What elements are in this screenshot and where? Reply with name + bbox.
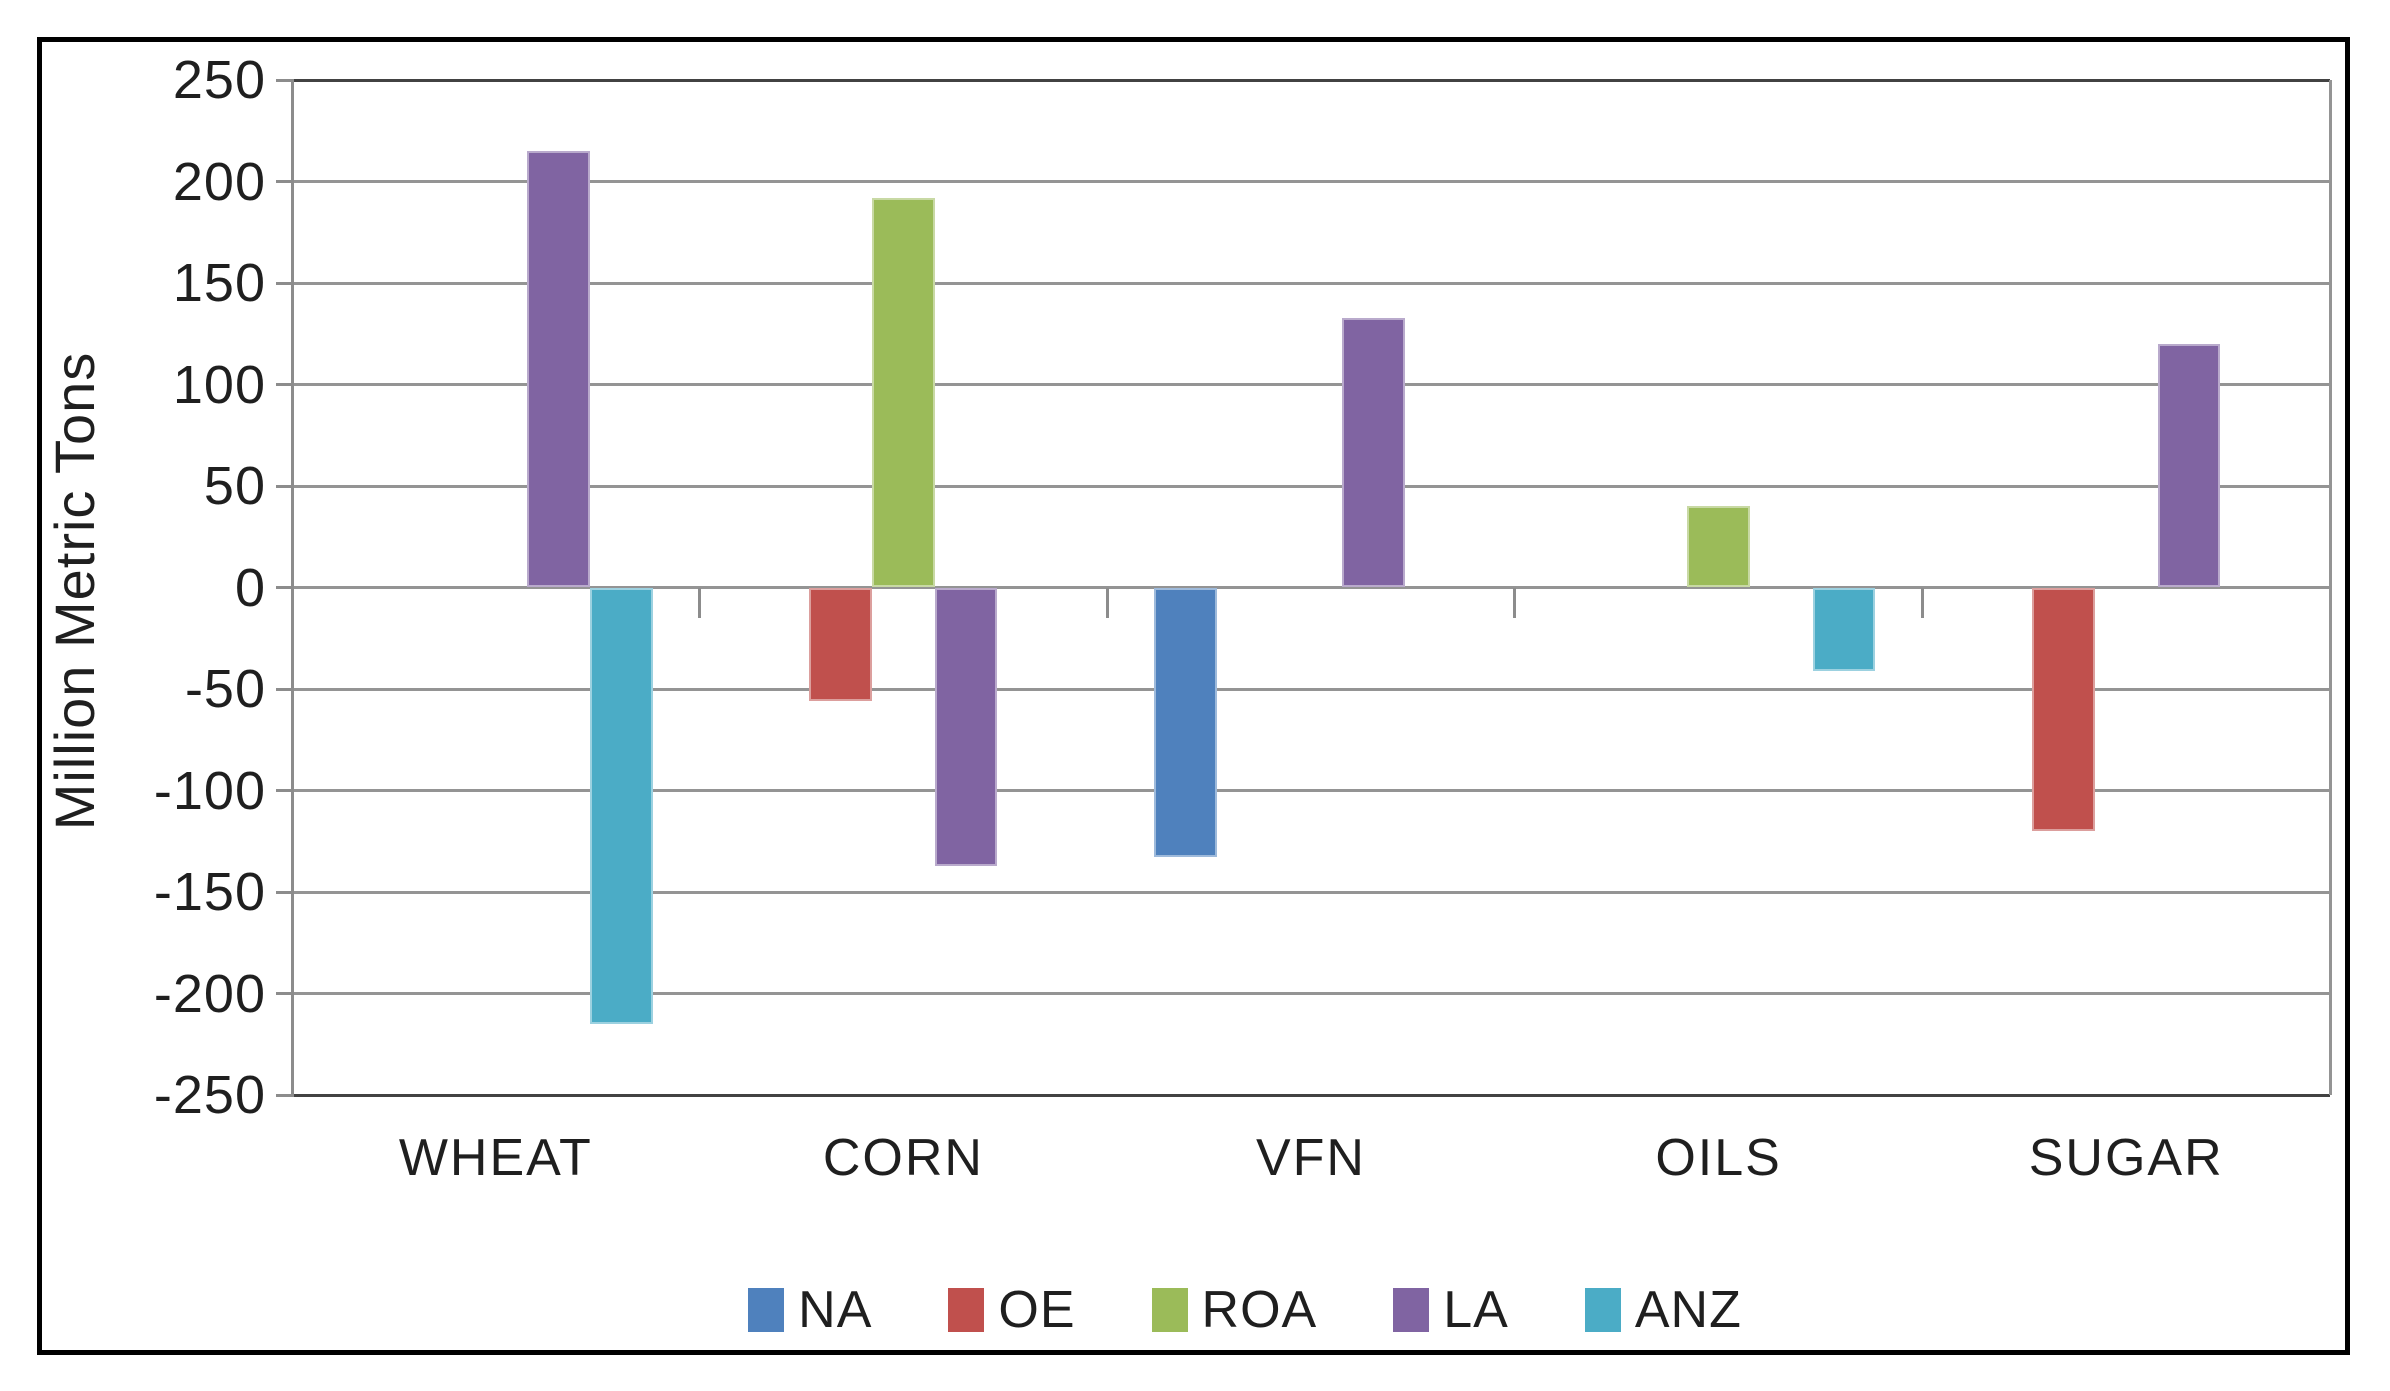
x-category-tick (698, 587, 702, 618)
y-tick-mark (276, 789, 294, 792)
y-tick-label: -50 (184, 659, 266, 719)
y-tick-label: 200 (172, 151, 266, 212)
y-tick-mark (276, 281, 294, 285)
y-tick-mark (276, 992, 294, 995)
bar-roa-corn (872, 197, 935, 588)
bar-roa-oils (1687, 506, 1750, 588)
y-tick-mark (276, 586, 294, 589)
y-tick-label: 50 (203, 456, 266, 516)
y-tick-mark (276, 484, 294, 488)
x-category-tick (1105, 587, 1109, 618)
y-axis-line (290, 80, 294, 1095)
y-tick-mark (276, 1093, 294, 1097)
x-category-tick (1920, 587, 1924, 618)
gridline (292, 890, 2330, 894)
bar-la-corn (934, 587, 998, 866)
bar-anz-wheat (589, 587, 653, 1024)
gridline (292, 687, 2330, 691)
legend-item-la: LA (1393, 1280, 1509, 1340)
legend-marker-na (748, 1288, 785, 1332)
gridline (292, 992, 2330, 995)
legend-item-na: NA (748, 1280, 872, 1340)
legend-marker-roa (1151, 1288, 1188, 1332)
legend-label: ANZ (1634, 1281, 1742, 1339)
x-category-label: CORN (822, 1129, 984, 1187)
legend-label: OE (998, 1281, 1076, 1339)
gridline (292, 1093, 2330, 1097)
y-tick-label: 0 (234, 557, 266, 618)
y-tick-mark (276, 383, 294, 386)
bar-la-sugar (2157, 343, 2221, 588)
legend-label: NA (798, 1281, 873, 1339)
gridline (292, 78, 2330, 82)
legend-item-roa: ROA (1151, 1280, 1318, 1340)
legend-label: ROA (1201, 1281, 1318, 1339)
gridline (292, 180, 2330, 183)
x-category-label: OILS (1655, 1129, 1782, 1187)
bar-anz-oils (1812, 587, 1876, 671)
legend-item-oe: OE (948, 1280, 1075, 1340)
bar-la-vfn (1342, 317, 1406, 588)
y-tick-mark (276, 687, 294, 691)
x-category-label: VFN (1255, 1129, 1366, 1187)
x-category-tick (1513, 587, 1517, 618)
y-tick-mark (276, 78, 294, 82)
zero-gridline (292, 586, 2330, 589)
legend-marker-oe (948, 1288, 985, 1332)
y-tick-label: -150 (153, 862, 266, 922)
gridline (292, 281, 2330, 285)
y-tick-label: -250 (153, 1065, 266, 1125)
bar-oe-corn (809, 587, 873, 702)
y-tick-mark (276, 180, 294, 183)
legend: NA OE ROA LA ANZ (0, 1280, 2390, 1340)
x-category-label: WHEAT (398, 1129, 593, 1187)
y-tick-mark (276, 890, 294, 894)
y-tick-label: 250 (172, 50, 266, 110)
y-tick-label: 100 (172, 354, 266, 415)
plot-right-edge (2328, 80, 2332, 1095)
gridline (292, 789, 2330, 792)
x-category-label: SUGAR (2028, 1129, 2224, 1187)
bar-la-wheat (527, 151, 590, 588)
bar-na-vfn (1154, 587, 1217, 858)
legend-label: LA (1443, 1281, 1509, 1339)
bar-oe-sugar (2032, 587, 2095, 832)
y-tick-label: -200 (153, 963, 266, 1024)
legend-marker-la (1393, 1288, 1430, 1332)
y-tick-label: -100 (153, 760, 266, 821)
y-tick-label: 150 (172, 253, 266, 313)
gridline (292, 383, 2330, 386)
gridline (292, 484, 2330, 488)
legend-item-anz: ANZ (1584, 1280, 1742, 1340)
legend-marker-anz (1584, 1288, 1621, 1332)
